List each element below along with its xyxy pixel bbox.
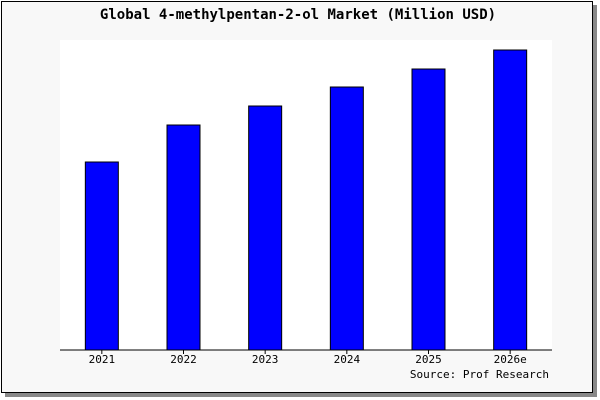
bar [166,124,201,351]
source-note: Source: Prof Research [410,368,549,381]
x-tick-label: 2023 [252,353,279,366]
x-tick-label: 2025 [415,353,442,366]
bar [248,105,283,351]
x-tick-label: 2026e [494,353,527,366]
bar [84,161,119,351]
bar [493,49,528,351]
bar [329,86,364,351]
x-tick-label: 2022 [170,353,197,366]
bar [411,68,446,351]
plot-area [60,40,552,350]
chart-title: Global 4-methylpentan-2-ol Market (Milli… [100,7,496,23]
x-tick-label: 2021 [89,353,116,366]
x-tick-label: 2024 [334,353,361,366]
